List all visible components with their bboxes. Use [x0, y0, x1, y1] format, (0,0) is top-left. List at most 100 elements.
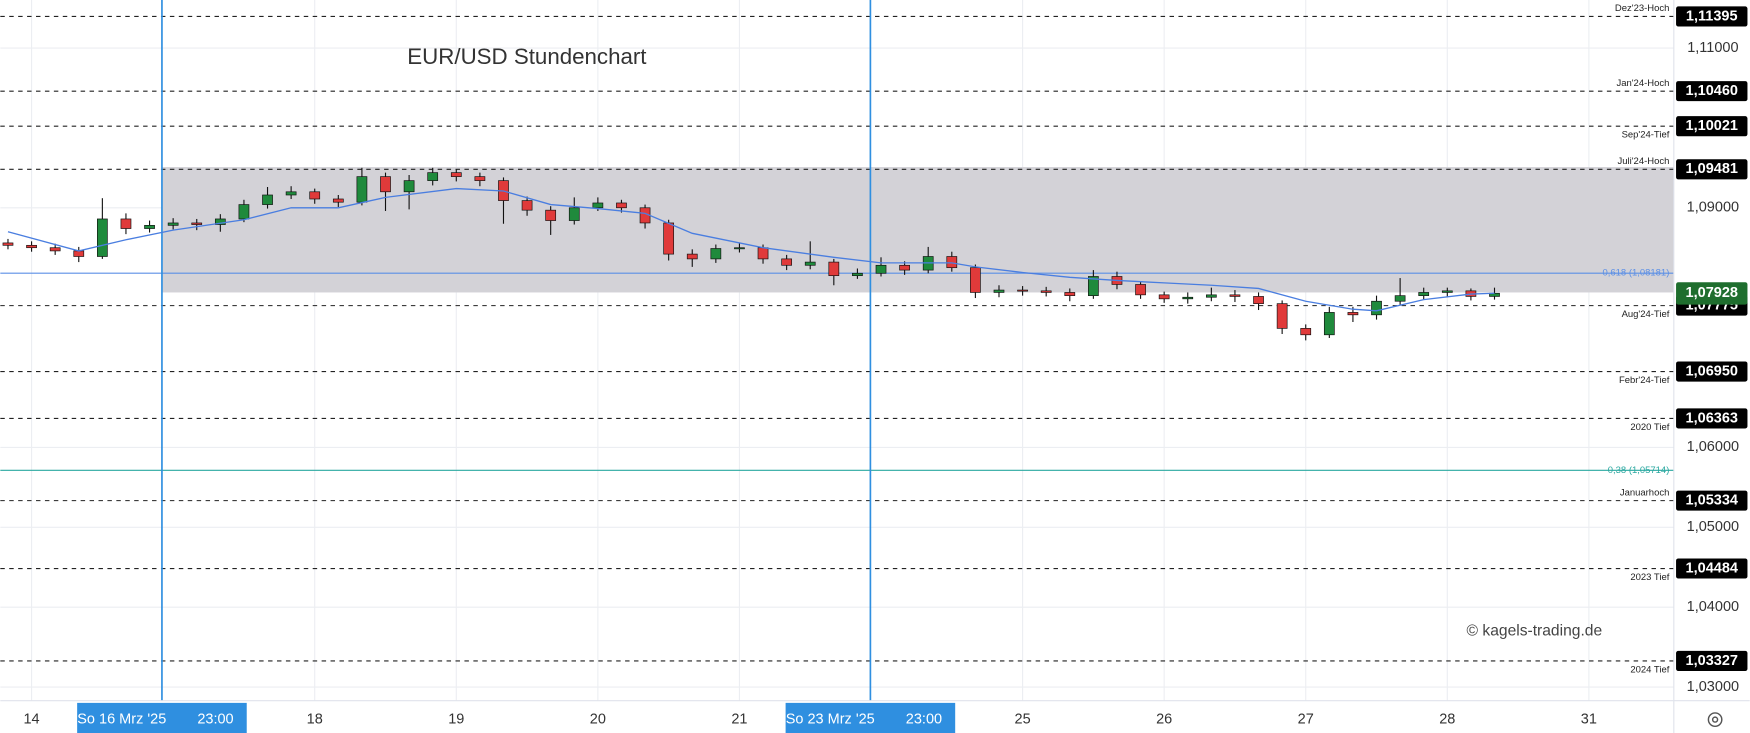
candle-body — [804, 261, 816, 266]
candle-body — [1205, 294, 1217, 298]
fib-label: 0,618 (1,08181) — [1603, 268, 1670, 279]
candle-body — [285, 191, 297, 196]
level-name: Aug'24-Tief — [1622, 309, 1670, 320]
level-price-box — [1676, 558, 1748, 579]
axis-layer: 1,11000 1,09000 1,06000 1,05000 1,04000 1,030… — [24, 3, 1748, 733]
candle-body — [545, 209, 557, 221]
y-tick-label: 1,05000 — [1687, 519, 1739, 535]
level-name: 2023 Tief — [1630, 572, 1669, 583]
y-tick-label: 1,06000 — [1687, 439, 1739, 455]
candle-body — [309, 191, 321, 200]
candle-body — [73, 250, 85, 257]
level-price-box — [1676, 361, 1748, 382]
x-tick-label: 21 — [731, 711, 747, 727]
level-price-box — [1676, 6, 1748, 27]
settings-ring[interactable] — [1707, 712, 1723, 728]
level-name: Sep'24-Tief — [1622, 130, 1670, 141]
candle-body — [356, 176, 368, 203]
level-price-label: 1,11395 — [1686, 8, 1738, 24]
level-price-box — [1676, 159, 1748, 180]
fib-label: 0,38 (1,05714) — [1608, 465, 1670, 476]
candle-body — [828, 261, 840, 277]
candle-body — [97, 218, 108, 257]
candle-body — [191, 222, 203, 225]
level-name: Jan'24-Hoch — [1616, 78, 1669, 89]
level-price-label: 1,10021 — [1686, 118, 1738, 134]
candle-body — [663, 222, 675, 255]
candle-body — [757, 247, 769, 260]
level-name: Januarhoch — [1620, 487, 1670, 498]
candle-body — [474, 176, 486, 181]
x-tick-label: 19 — [448, 711, 464, 727]
candle-body — [2, 242, 14, 246]
level-price-box — [1676, 408, 1748, 429]
level-price-box — [1676, 81, 1748, 102]
candle-body — [946, 256, 958, 269]
candle-body — [899, 264, 910, 271]
candle-body — [1088, 276, 1099, 296]
candle-body — [970, 267, 981, 293]
y-tick-label: 1,03000 — [1687, 679, 1739, 695]
candle-body — [686, 253, 698, 260]
candle-body — [1371, 300, 1382, 316]
candle-body — [1347, 312, 1359, 316]
candle-body — [993, 289, 1005, 293]
candle-body — [238, 204, 250, 220]
x-tick-label: 28 — [1439, 711, 1455, 727]
level-price-label: 1,09481 — [1686, 161, 1738, 177]
candle-body — [403, 180, 415, 193]
x-tick-label: 26 — [1156, 711, 1172, 727]
candle-body — [1441, 290, 1453, 293]
x-tick-label: 18 — [307, 711, 323, 727]
x-tick-label: 31 — [1581, 711, 1597, 727]
candle-body — [380, 176, 391, 193]
level-price-box — [1676, 490, 1748, 511]
background-layer — [0, 0, 1674, 701]
candle-body — [1040, 290, 1052, 293]
moving-average — [7, 187, 1495, 312]
level-name: Dez'23-Hoch — [1615, 3, 1669, 14]
level-price-label: 1,03327 — [1686, 653, 1738, 669]
level-price-box — [1676, 116, 1748, 137]
candle-body — [568, 207, 580, 221]
candle-body — [1158, 294, 1170, 300]
x-tick-label: 27 — [1298, 711, 1314, 727]
settings-icon[interactable] — [1707, 712, 1723, 728]
candle-body — [1276, 303, 1288, 329]
level-price-label: 1,06363 — [1686, 410, 1738, 426]
candle-body — [49, 247, 61, 252]
last-price-box — [1676, 282, 1748, 305]
candle-body — [262, 194, 273, 205]
candle-body — [875, 264, 887, 274]
level-price-box — [1676, 650, 1748, 671]
x-tick-label: 20 — [590, 711, 606, 727]
level-price-label: 1,04484 — [1686, 560, 1738, 576]
marker-label-box — [785, 702, 956, 733]
level-name: Febr'24-Tief — [1619, 375, 1670, 386]
candle-body — [852, 272, 863, 277]
chart-title: EUR/USD Stundenchart — [407, 44, 647, 69]
candle-body — [450, 172, 462, 177]
candle-body — [1253, 296, 1264, 304]
candle-body — [332, 198, 344, 203]
candle-body — [427, 172, 439, 181]
marker-date: So 16 Mrz '25 — [77, 711, 166, 727]
x-tick-label: 25 — [1015, 711, 1031, 727]
candle-body — [120, 218, 132, 229]
level-name: Juli'24-Hoch — [1618, 156, 1670, 167]
candle-body — [1064, 292, 1076, 296]
y-tick-label: 1,09000 — [1687, 200, 1739, 216]
y-tick-label: 1,04000 — [1687, 599, 1739, 615]
candle-body — [1300, 328, 1312, 336]
watermark: © kagels-trading.de — [1467, 623, 1603, 640]
level-name: 2020 Tief — [1630, 422, 1669, 433]
candle-body — [214, 218, 226, 225]
candle-body — [710, 248, 722, 260]
candle-body — [167, 222, 179, 226]
settings-core[interactable] — [1711, 716, 1719, 723]
marker-time: 23:00 — [906, 711, 942, 727]
candle-body — [521, 200, 533, 211]
y-tick-label: 1,11000 — [1687, 40, 1738, 56]
